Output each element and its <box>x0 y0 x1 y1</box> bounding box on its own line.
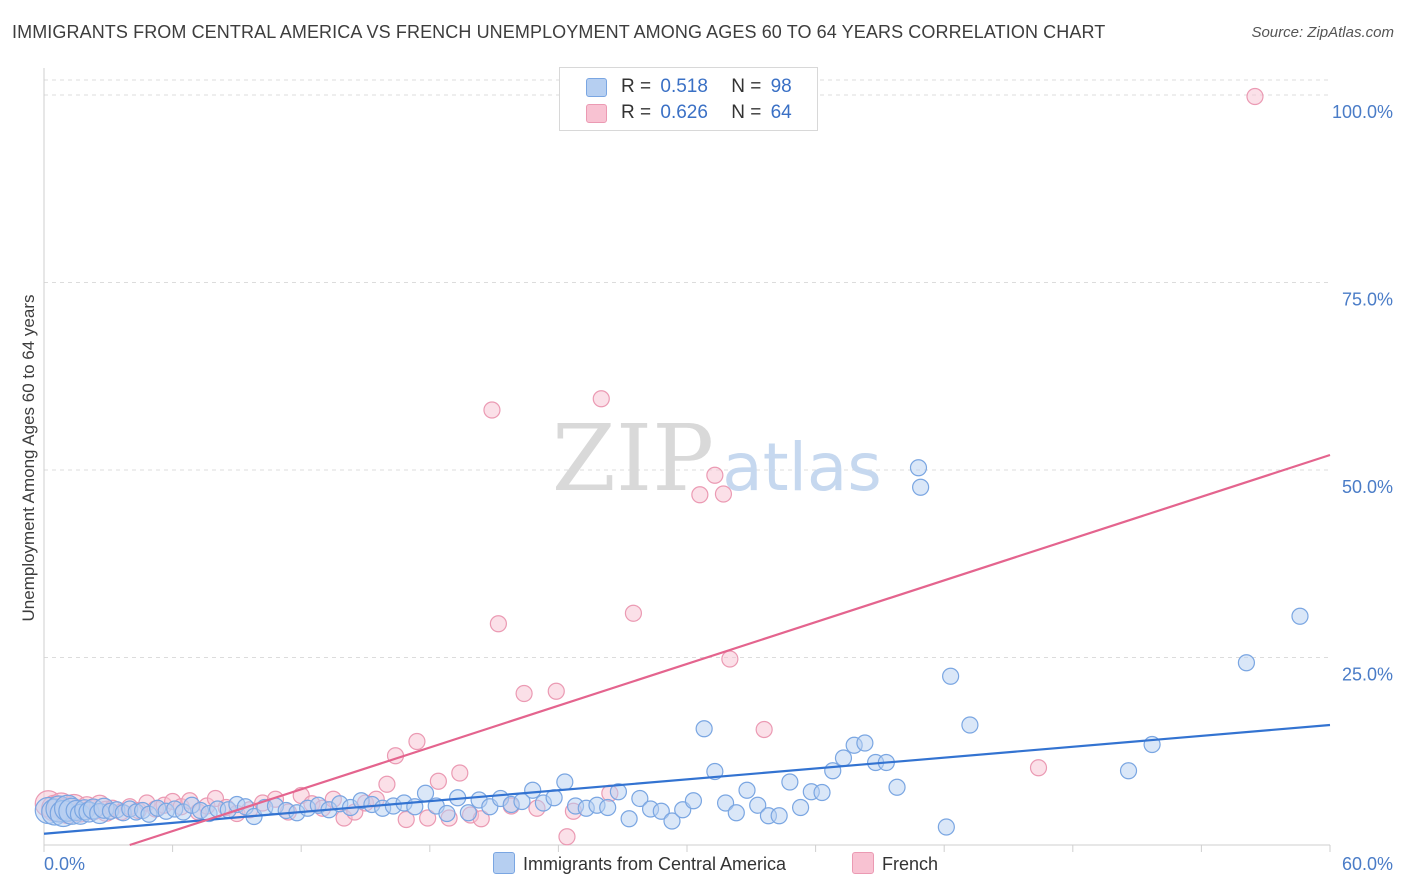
legend-item-french[interactable]: French <box>852 852 938 875</box>
axis-ticks: 25.0% 50.0% 75.0% 100.0% 0.0% 60.0% <box>44 102 1393 874</box>
legend-n-value: 98 <box>770 76 792 97</box>
x-tick-label: 0.0% <box>44 854 85 874</box>
point-french <box>624 604 643 622</box>
legend-n-value: 64 <box>770 102 792 123</box>
legend-item-central-america[interactable]: Immigrants from Central America <box>493 852 786 875</box>
point-french <box>691 486 709 504</box>
correlation-legend: R = 0.518 N = 98 R = 0.626 N = 64 <box>559 67 818 131</box>
legend-r-value: 0.518 <box>660 76 708 97</box>
point-central-america <box>1119 762 1138 780</box>
series-central-america-points <box>34 459 1309 836</box>
point-central-america <box>652 802 670 820</box>
point-central-america <box>770 807 788 825</box>
y-tick-label: 50.0% <box>1342 477 1393 497</box>
legend-n-label: N = <box>731 76 762 97</box>
point-french <box>429 772 447 790</box>
watermark: ZIP atlas <box>552 405 882 512</box>
point-french <box>483 401 501 419</box>
point-french <box>397 810 415 829</box>
legend-r-label: R = <box>621 102 652 123</box>
point-french <box>408 732 426 751</box>
point-central-america <box>695 720 713 738</box>
point-central-america <box>609 783 628 801</box>
point-central-america <box>738 781 756 799</box>
point-central-america <box>684 792 703 810</box>
legend-swatch-blue <box>493 852 515 874</box>
point-central-america <box>599 798 617 817</box>
point-french <box>1246 87 1264 106</box>
legend-label-french: French <box>882 854 939 874</box>
watermark-zip: ZIP <box>552 405 714 512</box>
point-central-america <box>937 818 955 836</box>
point-french <box>755 720 773 739</box>
trend-lines <box>43 453 1331 847</box>
point-central-america <box>438 804 456 823</box>
point-central-america <box>620 810 638 828</box>
point-central-america <box>824 762 842 780</box>
watermark-atlas: atlas <box>722 429 882 506</box>
y-tick-label: 75.0% <box>1342 290 1393 310</box>
source-label: Source: ZipAtlas.com <box>1251 24 1394 41</box>
point-french <box>489 615 507 633</box>
point-central-america <box>813 783 831 802</box>
point-central-america <box>749 796 767 814</box>
point-french <box>558 828 576 846</box>
point-central-america <box>834 749 853 767</box>
trend-line <box>43 723 1331 835</box>
point-central-america <box>912 478 930 496</box>
point-french <box>592 390 610 408</box>
trend-line <box>129 453 1331 847</box>
point-french <box>714 485 733 503</box>
point-central-america <box>1237 654 1256 672</box>
point-central-america <box>727 804 745 822</box>
point-central-america <box>663 812 681 830</box>
point-french <box>721 650 739 668</box>
point-central-america <box>856 734 874 752</box>
point-french <box>547 682 565 700</box>
y-tick-label: 100.0% <box>1332 102 1393 122</box>
point-central-america <box>716 794 735 812</box>
point-central-america <box>416 784 435 802</box>
legend-swatch-pink <box>852 852 874 874</box>
point-central-america <box>556 773 574 791</box>
point-french <box>378 775 396 793</box>
y-tick-label: 25.0% <box>1342 665 1393 685</box>
point-central-america <box>888 778 906 796</box>
point-central-america <box>706 762 724 781</box>
legend-label-central-america: Immigrants from Central America <box>523 854 787 874</box>
point-french <box>419 809 437 827</box>
legend-r-value: 0.626 <box>660 102 708 123</box>
chart-title: IMMIGRANTS FROM CENTRAL AMERICA VS FRENC… <box>12 22 1106 42</box>
point-central-america <box>781 773 799 791</box>
point-french <box>515 684 533 703</box>
x-tick-label: 60.0% <box>1342 854 1393 874</box>
point-french <box>1029 759 1048 777</box>
legend-swatch-pink <box>586 104 607 123</box>
point-central-america <box>1291 607 1309 625</box>
point-french <box>451 764 469 782</box>
point-central-america <box>524 781 542 799</box>
point-central-america <box>791 798 810 817</box>
point-central-america <box>459 804 477 822</box>
legend-swatch-blue <box>586 78 607 97</box>
legend-r-label: R = <box>621 76 652 97</box>
point-central-america <box>631 789 649 808</box>
legend-n-label: N = <box>731 102 762 123</box>
point-french <box>706 466 724 484</box>
point-central-america <box>942 667 960 685</box>
point-central-america <box>961 716 979 734</box>
point-central-america <box>909 459 928 477</box>
